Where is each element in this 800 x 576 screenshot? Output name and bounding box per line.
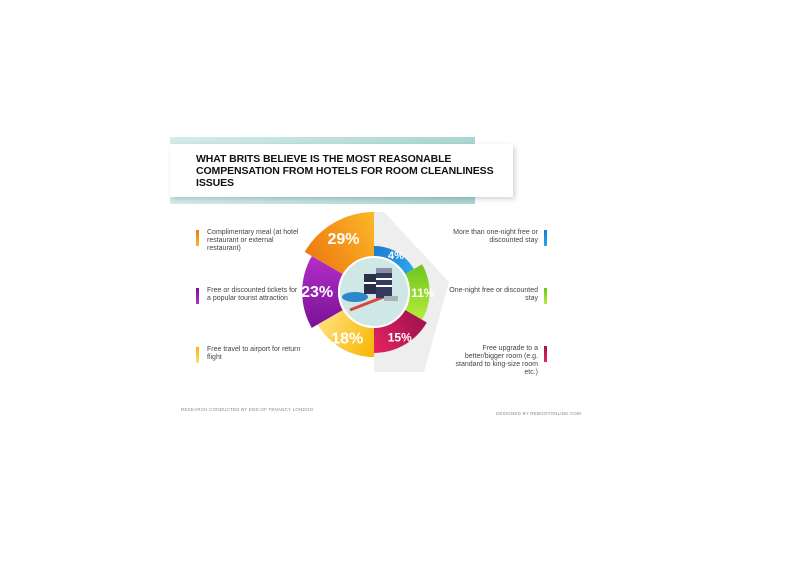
footer-research-credit: RESEARCH CONDUCTED BY END OF TENANCY LON… — [181, 407, 314, 412]
pie-slice — [405, 264, 430, 320]
legend-label: Complimentary meal (at hotel restaurant … — [207, 229, 299, 252]
pie-slice — [304, 212, 374, 274]
slice-value-label: 11% — [411, 286, 435, 300]
legend-label: Free or discounted tickets for a popular… — [207, 287, 298, 302]
chart-title: WHAT BRITS BELIEVE IS THE MOST REASONABL… — [196, 153, 494, 189]
legend-marker — [196, 288, 199, 304]
title-stripe-top — [170, 137, 475, 144]
slice-value-label: 23% — [301, 284, 333, 301]
legend-label: Free travel to airport for return flight — [207, 346, 301, 361]
legend-marker — [544, 346, 547, 362]
legend-item: Free travel to airport for return flight — [196, 346, 302, 363]
pie-slice — [302, 256, 343, 328]
pie-slice — [374, 246, 414, 274]
slice-value-label: 15% — [388, 331, 412, 345]
title-stripe-bottom — [170, 197, 475, 204]
title-box: WHAT BRITS BELIEVE IS THE MOST REASONABL… — [170, 144, 513, 197]
slice-value-label: 18% — [331, 330, 363, 347]
legend-item: One-night free or discounted stay — [443, 287, 547, 304]
pie-slice — [317, 310, 374, 358]
slice-value-label: 29% — [327, 231, 359, 248]
legend-marker — [196, 347, 199, 363]
legend-item: More than one-night free or discounted s… — [443, 229, 547, 246]
legend-label: Free upgrade to a better/bigger room (e.… — [455, 345, 538, 376]
footer-design-credit: DESIGNED BY REBOOTONLINE.COM — [496, 411, 581, 416]
slice-value-label: 4% — [388, 250, 404, 262]
pie-slice — [374, 310, 427, 353]
legend-item: Free upgrade to a better/bigger room (e.… — [443, 345, 547, 377]
legend-label: One-night free or discounted stay — [449, 287, 538, 302]
legend-marker — [196, 230, 199, 246]
legend-item: Complimentary meal (at hotel restaurant … — [196, 229, 302, 253]
legend-item: Free or discounted tickets for a popular… — [196, 287, 302, 304]
hotel-illustration — [338, 256, 410, 328]
legend-marker — [544, 230, 547, 246]
legend-marker — [544, 288, 547, 304]
legend-label: More than one-night free or discounted s… — [453, 229, 538, 244]
